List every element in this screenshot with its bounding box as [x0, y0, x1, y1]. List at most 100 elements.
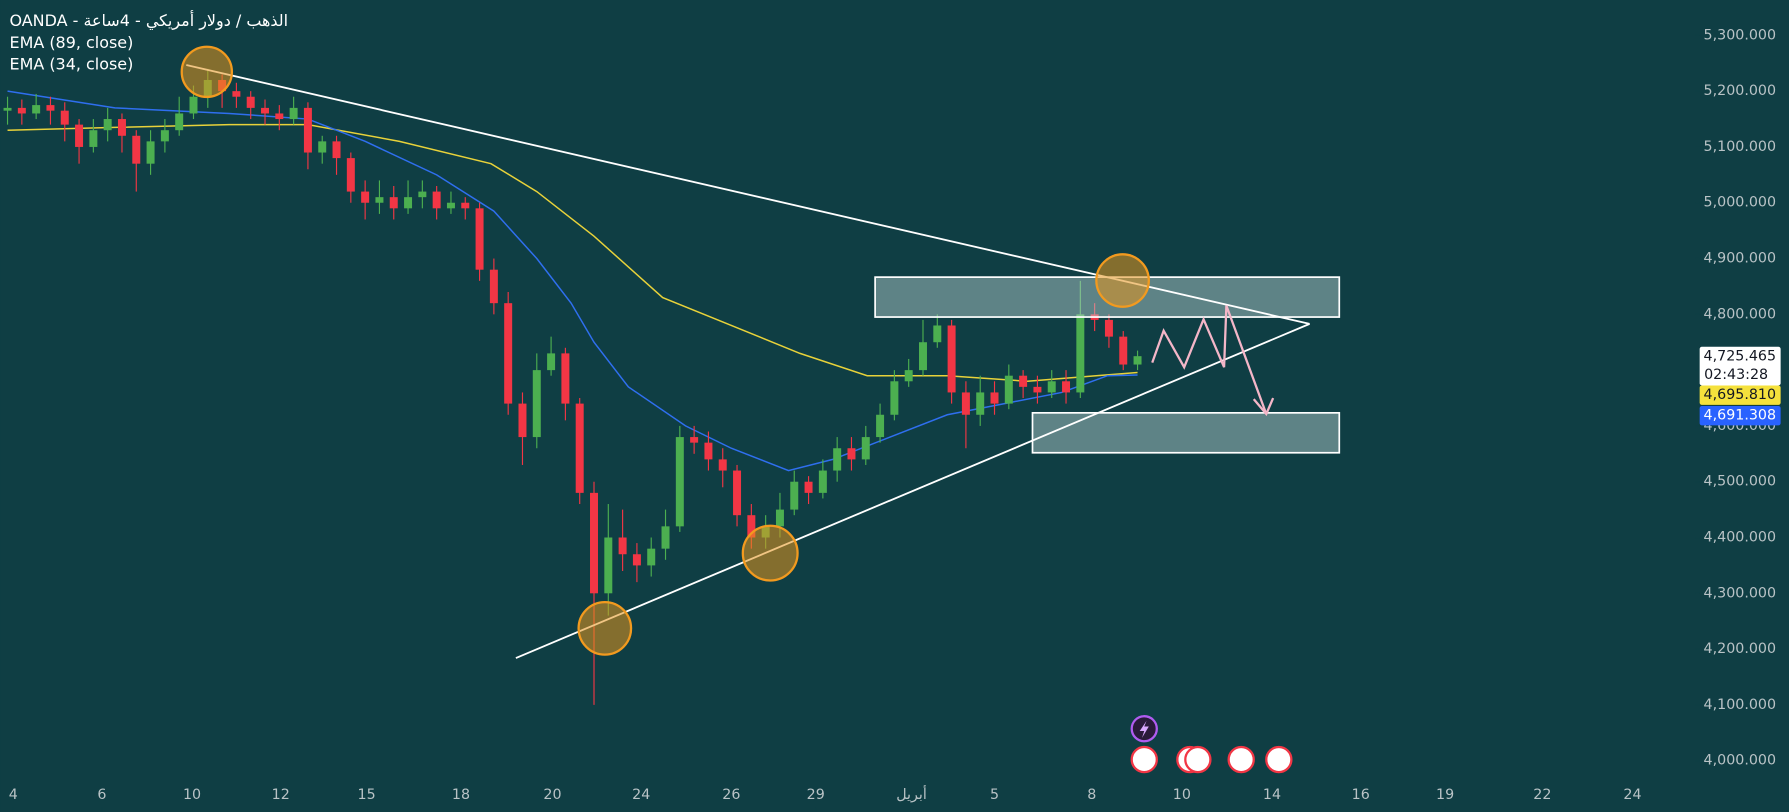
candle-body	[647, 548, 656, 566]
candle-body	[590, 492, 598, 594]
candle-body	[618, 537, 627, 555]
x-tick-label: 12	[272, 787, 290, 803]
candle-body	[675, 437, 684, 527]
candle-body	[1104, 319, 1113, 337]
x-tick-label: 15	[357, 787, 375, 803]
candle-body	[704, 442, 713, 460]
candle-body	[389, 197, 398, 209]
candle-body	[561, 353, 570, 404]
x-tick-label: 22	[1533, 787, 1551, 803]
candle-body	[518, 403, 527, 438]
candle-body	[75, 124, 84, 147]
candle-body	[89, 130, 98, 147]
candle-body	[547, 353, 556, 371]
candle-body	[661, 526, 670, 549]
candle-body	[1133, 356, 1142, 365]
x-tick-label: 4	[9, 787, 18, 803]
candle-body	[275, 113, 284, 120]
candle-body	[976, 392, 985, 415]
candle-body	[818, 470, 827, 493]
candle-body	[933, 325, 942, 343]
candle-body	[418, 191, 427, 198]
y-tick-label: 4,400.000	[1704, 530, 1777, 546]
y-tick-label: 4,300.000	[1704, 585, 1777, 601]
legend-entry: EMA (89, close)	[10, 33, 134, 52]
candle-body	[718, 459, 727, 471]
x-tick-label: 29	[807, 787, 825, 803]
x-tick-label: 10	[183, 787, 201, 803]
candle-body	[489, 269, 498, 304]
candle-body	[446, 202, 455, 209]
legend-entry: EMA (34, close)	[10, 55, 134, 74]
ema-line	[7, 123, 1138, 383]
y-tick-label: 4,000.000	[1704, 753, 1777, 769]
event-icon[interactable]	[1184, 745, 1212, 774]
event-icon-symbol	[1139, 720, 1149, 738]
candle-body	[475, 208, 484, 270]
x-tick-label: 20	[543, 787, 561, 803]
price-tag	[1699, 346, 1781, 386]
x-tick-label: 24	[632, 787, 650, 803]
candle-body	[861, 437, 870, 460]
candle-body	[375, 197, 384, 203]
candle-body	[990, 392, 999, 404]
pivot-circle	[1095, 253, 1150, 308]
x-tick-label: 16	[1352, 787, 1370, 803]
candle-body	[847, 448, 856, 460]
candle-body	[890, 381, 899, 415]
candle-body	[1019, 375, 1028, 387]
candle-body	[261, 107, 270, 114]
candle-body	[532, 370, 541, 438]
candle-body	[3, 107, 12, 111]
candle-body	[318, 141, 327, 153]
x-tick-label: 10	[1173, 787, 1191, 803]
candle-body	[432, 191, 441, 209]
y-tick-label: 5,000.000	[1704, 195, 1777, 211]
candle-body	[747, 515, 756, 538]
candle-body	[575, 403, 584, 493]
y-tick-label: 5,200.000	[1704, 83, 1777, 99]
y-tick-label: 5,300.000	[1704, 27, 1777, 43]
candle-body	[189, 96, 198, 114]
drawings	[180, 45, 1341, 659]
candle-body	[504, 303, 513, 404]
x-tick-label: 8	[1087, 787, 1096, 803]
candle-body	[904, 370, 913, 382]
price-tag-label: 4,725.465	[1704, 348, 1777, 364]
plot	[3, 68, 1142, 705]
event-icon[interactable]	[1227, 745, 1255, 774]
event-icon[interactable]	[1265, 745, 1293, 774]
support-zone	[1031, 411, 1341, 454]
events	[1130, 715, 1293, 774]
candle-body	[947, 325, 956, 393]
x-tick-label: 26	[722, 787, 740, 803]
x-tick-label: 6	[97, 787, 106, 803]
candle-body	[876, 414, 885, 438]
candle-body	[17, 107, 26, 114]
candle-body	[1033, 386, 1042, 393]
projection-path	[1151, 305, 1268, 415]
candle-body	[175, 113, 184, 131]
candle-body	[1119, 336, 1128, 365]
y-tick-label: 4,100.000	[1704, 697, 1777, 713]
candle-body	[346, 158, 355, 192]
candle-body	[117, 119, 126, 136]
x-tick-label: 14	[1263, 787, 1281, 803]
price-tag-label: 4,691.308	[1704, 408, 1777, 424]
candle-body	[1004, 375, 1013, 404]
candle-body	[919, 342, 927, 371]
y-tick-label: 5,100.000	[1704, 139, 1777, 155]
candle-body	[160, 130, 169, 142]
price-tag-label: 4,695.810	[1704, 387, 1777, 403]
pivot-circle	[577, 601, 633, 656]
candle-body	[303, 107, 312, 153]
candle-body	[790, 481, 799, 510]
event-icon[interactable]	[1130, 745, 1158, 774]
countdown: 02:43:28	[1704, 367, 1768, 383]
y-tick-label: 4,800.000	[1704, 306, 1777, 322]
candle-body	[146, 141, 155, 164]
candle-body	[1047, 381, 1056, 393]
y-tick-label: 4,900.000	[1704, 251, 1777, 267]
